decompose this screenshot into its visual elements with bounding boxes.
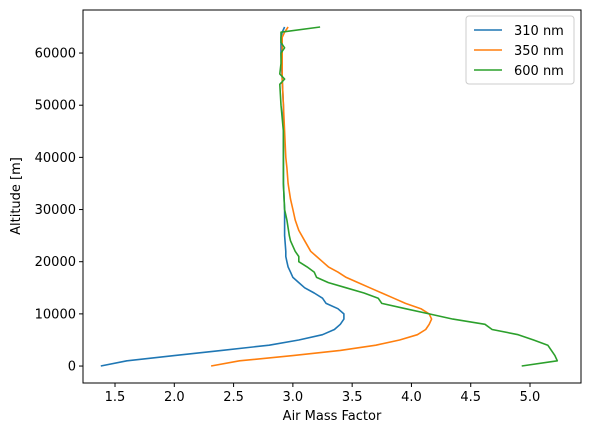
x-axis: 1.5 2.0 2.5 3.0 3.5 4.0 4.5 5.0 [105, 383, 541, 405]
x-tick-label: 2.5 [223, 390, 244, 405]
y-axis: 0 10000 20000 30000 40000 50000 60000 [35, 47, 83, 375]
y-tick-label: 30000 [35, 203, 76, 218]
y-axis-label: Altitude [m] [9, 157, 24, 235]
x-tick-label: 4.5 [460, 390, 481, 405]
x-tick-label: 3.0 [283, 390, 304, 405]
legend-label-600nm: 600 nm [514, 64, 564, 79]
series-layer [100, 26, 559, 367]
x-tick-label: 4.0 [401, 390, 422, 405]
x-tick-label: 5.0 [520, 390, 541, 405]
x-tick-label: 1.5 [105, 390, 126, 405]
series-line-600nm [278, 26, 559, 367]
legend-label-310nm: 310 nm [514, 24, 564, 39]
legend-box [465, 15, 575, 85]
series-line-350nm [210, 26, 433, 367]
plot-frame [82, 9, 582, 384]
y-tick-label: 20000 [35, 255, 76, 270]
y-tick-label: 50000 [35, 99, 76, 114]
y-tick-label: 10000 [35, 307, 76, 322]
x-tick-label: 3.5 [342, 390, 363, 405]
legend-label-350nm: 350 nm [514, 44, 564, 59]
series-line-310nm [100, 26, 345, 367]
y-tick-label: 60000 [35, 47, 76, 62]
y-tick-label: 0 [68, 360, 76, 375]
y-tick-label: 40000 [35, 151, 76, 166]
x-axis-label: Air Mass Factor [283, 409, 382, 424]
x-tick-label: 2.0 [164, 390, 185, 405]
legend: 310 nm 350 nm 600 nm [465, 15, 575, 85]
